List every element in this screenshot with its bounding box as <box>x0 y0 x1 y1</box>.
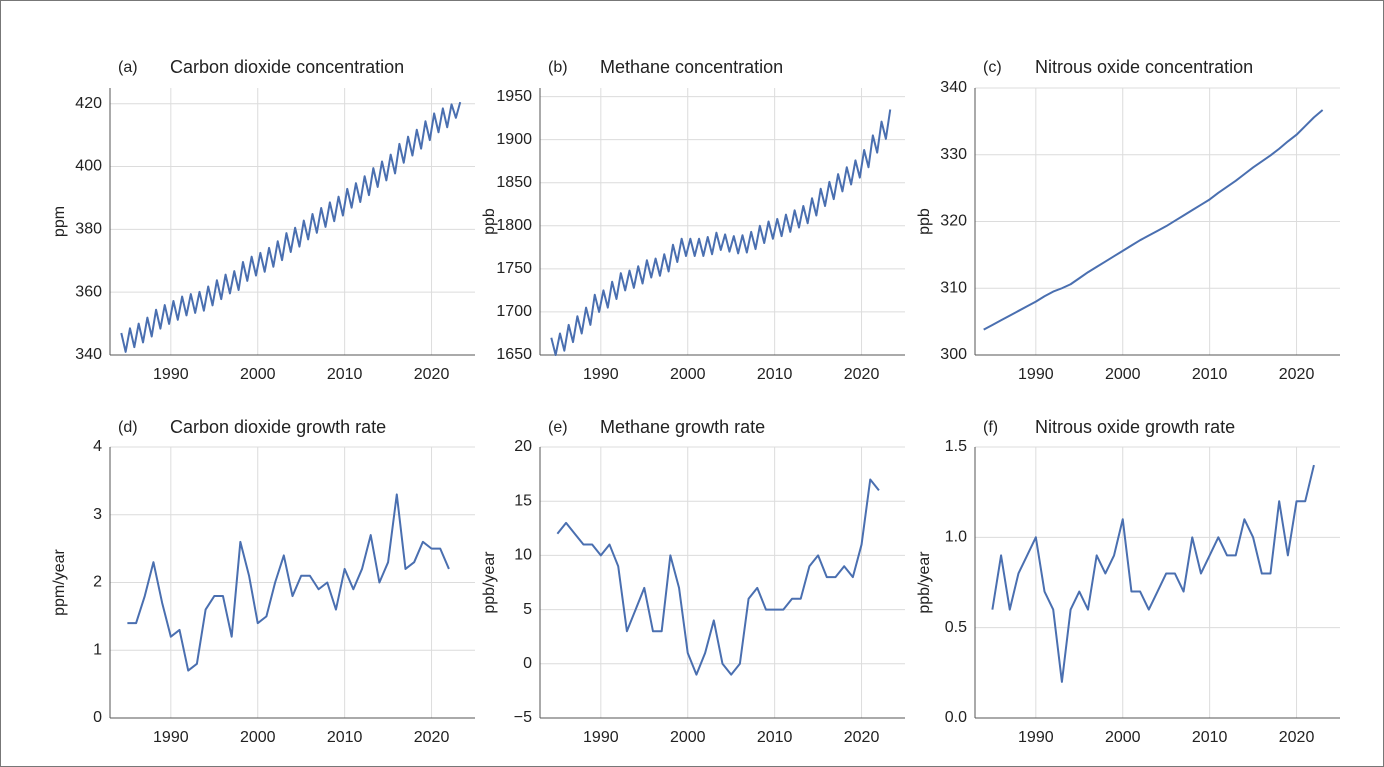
x-tick-label: 2020 <box>844 729 880 746</box>
y-tick-label: 0 <box>523 655 532 672</box>
data-line <box>983 109 1324 331</box>
x-tick-label: 2020 <box>1279 729 1315 746</box>
x-tick-label: 1990 <box>583 366 619 383</box>
y-tick-label: 1850 <box>496 174 532 191</box>
panel-title: Carbon dioxide concentration <box>170 57 404 77</box>
x-tick-label: 2000 <box>670 366 706 383</box>
y-tick-label: 1950 <box>496 88 532 105</box>
data-line <box>120 101 462 353</box>
y-tick-label: 1.0 <box>945 529 967 546</box>
x-tick-label: 2010 <box>757 366 793 383</box>
x-tick-label: 2020 <box>844 366 880 383</box>
x-tick-label: 2020 <box>414 366 450 383</box>
y-tick-label: 0.5 <box>945 619 967 636</box>
y-tick-label: 380 <box>75 221 102 238</box>
x-tick-label: 2010 <box>757 729 793 746</box>
y-tick-label: 310 <box>940 279 967 296</box>
y-tick-label: 0 <box>93 709 102 726</box>
y-tick-label: 1800 <box>496 217 532 234</box>
x-tick-label: 2010 <box>1192 729 1228 746</box>
y-axis-label: ppb/year <box>481 551 498 614</box>
y-tick-label: 5 <box>523 601 532 618</box>
y-tick-label: 340 <box>75 346 102 363</box>
y-tick-label: 1650 <box>496 346 532 363</box>
x-tick-label: 2000 <box>240 366 276 383</box>
y-axis-label: ppm <box>51 206 68 237</box>
y-tick-label: 2 <box>93 574 102 591</box>
x-tick-label: 1990 <box>583 729 619 746</box>
x-tick-label: 2020 <box>414 729 450 746</box>
panel-label: (b) <box>548 59 568 76</box>
panel-label: (c) <box>983 59 1002 76</box>
y-axis-label: ppb <box>916 208 933 235</box>
y-tick-label: −5 <box>514 709 532 726</box>
x-tick-label: 2010 <box>327 729 363 746</box>
y-axis-label: ppb <box>481 208 498 235</box>
panel-title: Nitrous oxide growth rate <box>1035 417 1235 437</box>
x-tick-label: 2000 <box>240 729 276 746</box>
panel-title: Carbon dioxide growth rate <box>170 417 386 437</box>
y-tick-label: 0.0 <box>945 709 967 726</box>
y-tick-label: 1 <box>93 641 102 658</box>
x-tick-label: 2000 <box>1105 729 1141 746</box>
data-line <box>991 464 1315 683</box>
y-tick-label: 1750 <box>496 260 532 277</box>
data-line <box>550 109 892 356</box>
y-tick-label: 15 <box>514 492 532 509</box>
panel-label: (f) <box>983 419 998 436</box>
x-tick-label: 1990 <box>153 729 189 746</box>
data-line <box>556 478 880 676</box>
y-tick-label: 420 <box>75 95 102 112</box>
y-tick-label: 400 <box>75 158 102 175</box>
y-tick-label: 4 <box>93 438 102 455</box>
y-tick-label: 330 <box>940 146 967 163</box>
x-tick-label: 2010 <box>327 366 363 383</box>
y-tick-label: 1.5 <box>945 438 967 455</box>
y-tick-label: 1700 <box>496 303 532 320</box>
x-tick-label: 1990 <box>1018 729 1054 746</box>
y-tick-label: 3 <box>93 506 102 523</box>
x-tick-label: 1990 <box>1018 366 1054 383</box>
y-tick-label: 300 <box>940 346 967 363</box>
y-axis-label: ppm/year <box>51 548 68 615</box>
y-tick-label: 360 <box>75 283 102 300</box>
y-axis-label: ppb/year <box>916 551 933 614</box>
x-tick-label: 2020 <box>1279 366 1315 383</box>
x-tick-label: 2000 <box>1105 366 1141 383</box>
panel-label: (e) <box>548 419 568 436</box>
data-line <box>127 493 450 672</box>
panel-label: (d) <box>118 419 138 436</box>
panel-label: (a) <box>118 59 138 76</box>
panel-title: Methane concentration <box>600 57 783 77</box>
y-tick-label: 320 <box>940 213 967 230</box>
x-tick-label: 2010 <box>1192 366 1228 383</box>
y-tick-label: 20 <box>514 438 532 455</box>
x-tick-label: 2000 <box>670 729 706 746</box>
panel-title: Methane growth rate <box>600 417 765 437</box>
panel-title: Nitrous oxide concentration <box>1035 57 1253 77</box>
y-tick-label: 340 <box>940 79 967 96</box>
y-tick-label: 1900 <box>496 131 532 148</box>
x-tick-label: 1990 <box>153 366 189 383</box>
y-tick-label: 10 <box>514 547 532 564</box>
